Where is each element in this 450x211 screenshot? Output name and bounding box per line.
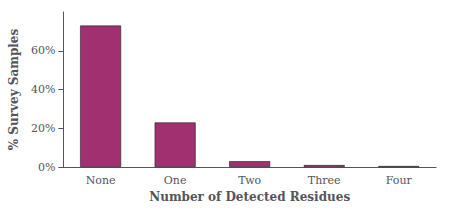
svg-text:Two: Two [238, 174, 261, 187]
svg-text:None: None [86, 174, 116, 187]
svg-text:60%: 60% [31, 44, 55, 57]
svg-text:Four: Four [386, 174, 413, 187]
svg-text:% Survey Samples: % Survey Samples [7, 28, 21, 150]
svg-text:20%: 20% [31, 122, 55, 135]
svg-text:0%: 0% [38, 161, 55, 174]
svg-text:One: One [164, 174, 187, 187]
svg-text:40%: 40% [31, 83, 55, 96]
svg-text:Number of Detected Residues: Number of Detected Residues [149, 190, 350, 204]
svg-text:Three: Three [308, 174, 341, 187]
